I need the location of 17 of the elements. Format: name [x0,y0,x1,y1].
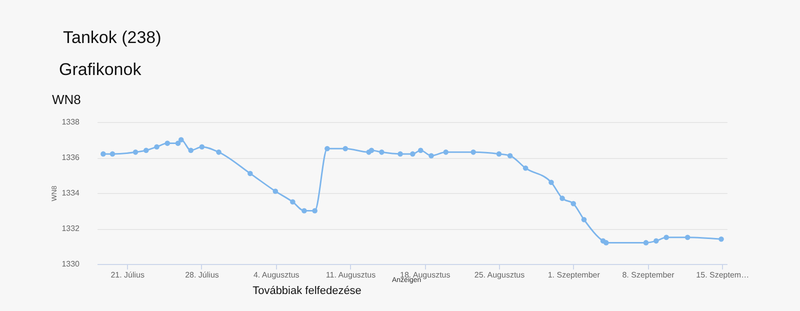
x-tick-label: 25. Augusztus [474,270,525,280]
text: Továbbiak felfedezése [252,285,362,297]
text: Grafikonok [59,60,142,79]
x-tick-label: 28. Július [185,270,219,280]
x-tick-label: 8. Szeptember [622,270,675,280]
text: Tankok (238) [63,28,162,47]
x-tick-label: 15. Szeptem… [696,270,750,280]
x-tick-label: 21. Július [110,270,145,280]
chart-title: WN8 [52,92,81,107]
y-tick-label: 1332 [62,224,80,233]
y-tick-label: 1338 [62,118,80,126]
x-tick-label: 1. Szeptember [548,270,600,280]
y-tick-label: 1330 [62,260,80,268]
y-tick-label: 1336 [62,153,80,162]
x-tick-label: 11. Augusztus [326,270,376,280]
x-tick-label: 4. Augusztus [253,270,300,280]
y-tick-label: 1334 [62,188,80,198]
